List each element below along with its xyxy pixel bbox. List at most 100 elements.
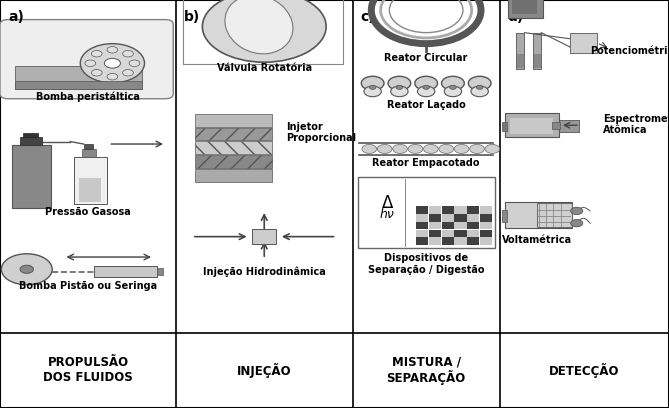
Circle shape bbox=[362, 144, 377, 153]
Circle shape bbox=[377, 144, 392, 153]
Text: Potenciométrica: Potenciométrica bbox=[590, 46, 669, 56]
Text: Voltamétrica: Voltamétrica bbox=[502, 235, 571, 246]
Circle shape bbox=[423, 85, 429, 89]
Bar bbox=[94, 266, 157, 277]
Circle shape bbox=[396, 85, 403, 89]
Bar bbox=[537, 203, 572, 227]
Circle shape bbox=[361, 76, 384, 90]
Circle shape bbox=[450, 85, 456, 89]
Bar bbox=[15, 66, 142, 89]
Bar bbox=[252, 229, 276, 244]
Bar bbox=[505, 113, 559, 137]
Bar bbox=[12, 145, 51, 208]
Circle shape bbox=[417, 86, 435, 97]
Bar bbox=[454, 230, 466, 237]
Bar bbox=[502, 210, 507, 222]
Bar bbox=[534, 54, 541, 68]
Bar bbox=[467, 206, 479, 214]
Circle shape bbox=[104, 58, 120, 68]
Text: d): d) bbox=[508, 10, 524, 24]
Bar bbox=[82, 149, 96, 157]
Bar bbox=[517, 54, 524, 68]
Bar bbox=[454, 214, 466, 222]
Text: Bomba peristáltica: Bomba peristáltica bbox=[36, 91, 140, 102]
Bar bbox=[157, 268, 163, 275]
Text: Dispositivos de
Separação / Digestão: Dispositivos de Separação / Digestão bbox=[368, 253, 484, 275]
Bar bbox=[23, 133, 38, 137]
Bar bbox=[429, 206, 441, 214]
Circle shape bbox=[107, 73, 118, 80]
Circle shape bbox=[369, 85, 376, 89]
Circle shape bbox=[470, 144, 484, 153]
Text: a): a) bbox=[8, 10, 24, 24]
Bar bbox=[358, 177, 495, 248]
Text: Espectrometria
Atômica: Espectrometria Atômica bbox=[603, 114, 669, 135]
Circle shape bbox=[408, 144, 423, 153]
Bar bbox=[512, 0, 537, 14]
Bar bbox=[480, 206, 492, 214]
Bar bbox=[516, 33, 524, 69]
Bar bbox=[533, 33, 541, 69]
Text: PROPULSÃO
DOS FLUIDOS: PROPULSÃO DOS FLUIDOS bbox=[43, 356, 133, 384]
Text: DETECÇÃO: DETECÇÃO bbox=[549, 363, 619, 378]
Circle shape bbox=[122, 69, 133, 76]
Text: Reator Laçado: Reator Laçado bbox=[387, 100, 466, 110]
Text: c): c) bbox=[361, 10, 375, 24]
Bar bbox=[454, 206, 466, 214]
Text: Pressão Gasosa: Pressão Gasosa bbox=[45, 207, 131, 217]
Bar bbox=[84, 144, 93, 149]
Ellipse shape bbox=[202, 0, 326, 62]
Bar bbox=[15, 81, 142, 89]
Bar bbox=[480, 222, 492, 229]
Circle shape bbox=[85, 60, 96, 67]
Text: Δ: Δ bbox=[381, 194, 393, 212]
Bar bbox=[416, 222, 428, 229]
Bar bbox=[467, 230, 479, 237]
Bar bbox=[442, 230, 454, 237]
Text: Válvula Rotatória: Válvula Rotatória bbox=[217, 63, 312, 73]
Bar bbox=[502, 122, 507, 131]
Bar bbox=[467, 214, 479, 222]
Circle shape bbox=[129, 60, 140, 67]
Text: MISTURA /
SEPARAÇÃO: MISTURA / SEPARAÇÃO bbox=[387, 355, 466, 386]
Bar bbox=[442, 222, 454, 229]
Bar bbox=[570, 33, 597, 53]
Text: Injeção Hidrodinâmica: Injeção Hidrodinâmica bbox=[203, 267, 326, 277]
Bar bbox=[416, 230, 428, 237]
Circle shape bbox=[454, 144, 469, 153]
Circle shape bbox=[423, 144, 438, 153]
Circle shape bbox=[391, 86, 408, 97]
Text: Injetor
Proporcional: Injetor Proporcional bbox=[286, 122, 357, 143]
Bar bbox=[195, 169, 272, 182]
Bar bbox=[195, 128, 272, 140]
Circle shape bbox=[122, 51, 133, 57]
Bar bbox=[480, 237, 492, 245]
Bar bbox=[20, 137, 42, 145]
Text: Bomba Pistão ou Seringa: Bomba Pistão ou Seringa bbox=[19, 281, 157, 290]
Bar bbox=[183, 0, 343, 64]
Circle shape bbox=[20, 265, 33, 273]
Bar bbox=[442, 206, 454, 214]
Bar bbox=[195, 114, 272, 126]
Circle shape bbox=[364, 86, 381, 97]
Bar bbox=[74, 157, 107, 204]
Bar bbox=[480, 214, 492, 222]
Bar bbox=[429, 230, 441, 237]
Bar bbox=[454, 222, 466, 229]
Circle shape bbox=[442, 76, 464, 90]
Bar bbox=[454, 237, 466, 245]
Text: b): b) bbox=[184, 10, 200, 24]
Bar bbox=[416, 237, 428, 245]
FancyBboxPatch shape bbox=[0, 20, 173, 99]
Circle shape bbox=[415, 76, 438, 90]
Bar bbox=[510, 118, 553, 134]
Bar bbox=[508, 0, 543, 18]
Bar bbox=[195, 155, 272, 168]
Bar bbox=[442, 214, 454, 222]
Circle shape bbox=[92, 51, 102, 57]
Circle shape bbox=[444, 86, 462, 97]
Circle shape bbox=[80, 44, 145, 83]
Circle shape bbox=[571, 207, 583, 215]
Text: Reator Empacotado: Reator Empacotado bbox=[373, 158, 480, 168]
Bar bbox=[79, 178, 101, 202]
